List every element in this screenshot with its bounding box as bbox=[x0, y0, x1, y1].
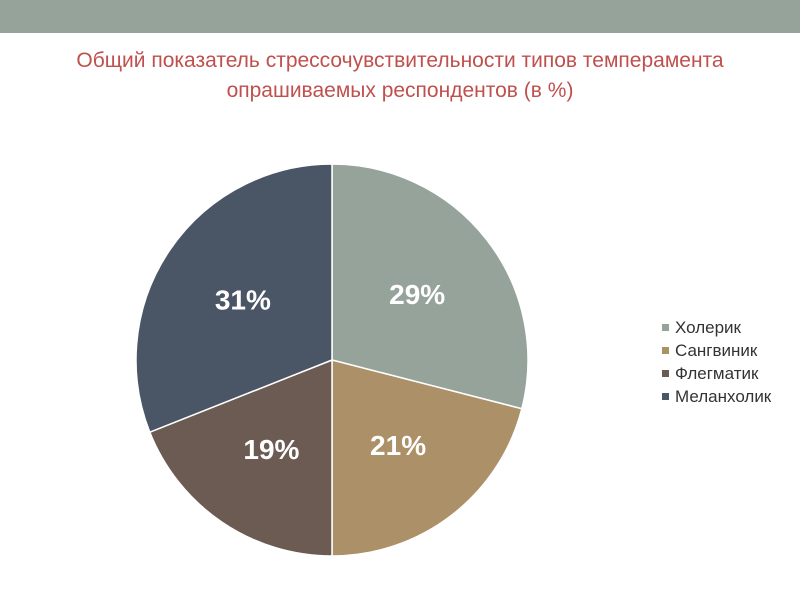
legend-swatch-4 bbox=[662, 393, 669, 400]
legend-item-1: Холерик bbox=[662, 316, 771, 339]
top-band bbox=[0, 0, 800, 33]
slice-value-label-2: 21% bbox=[370, 430, 426, 461]
legend-swatch-1 bbox=[662, 324, 669, 331]
legend-label-1: Холерик bbox=[675, 318, 741, 337]
legend-label-4: Меланхолик bbox=[675, 387, 772, 406]
slice-value-label-3: 19% bbox=[243, 434, 299, 465]
legend-label-3: Флегматик bbox=[675, 364, 759, 383]
chart-legend: Холерик Сангвиник Флегматик Меланхолик bbox=[662, 316, 771, 408]
pie-slice-1 bbox=[331, 163, 529, 410]
chart-title: Общий показатель стрессочувствительности… bbox=[0, 46, 800, 106]
legend-item-3: Флегматик bbox=[662, 362, 771, 385]
legend-item-2: Сангвиник bbox=[662, 339, 771, 362]
pie-slice-4 bbox=[135, 163, 333, 434]
slice-value-label-1: 29% bbox=[389, 279, 445, 310]
chart-title-line-1: Общий показатель стрессочувствительности… bbox=[76, 49, 724, 72]
chart-title-line-2: опрашиваемых респондентов (в %) bbox=[226, 79, 574, 102]
legend-item-4: Меланхолик bbox=[662, 385, 771, 408]
legend-swatch-2 bbox=[662, 347, 669, 354]
pie-slice-3 bbox=[148, 358, 333, 557]
legend-swatch-3 bbox=[662, 370, 669, 377]
pie-slice-2 bbox=[331, 359, 523, 557]
legend-label-2: Сангвиник bbox=[675, 341, 758, 360]
slice-value-label-4: 31% bbox=[215, 284, 271, 315]
